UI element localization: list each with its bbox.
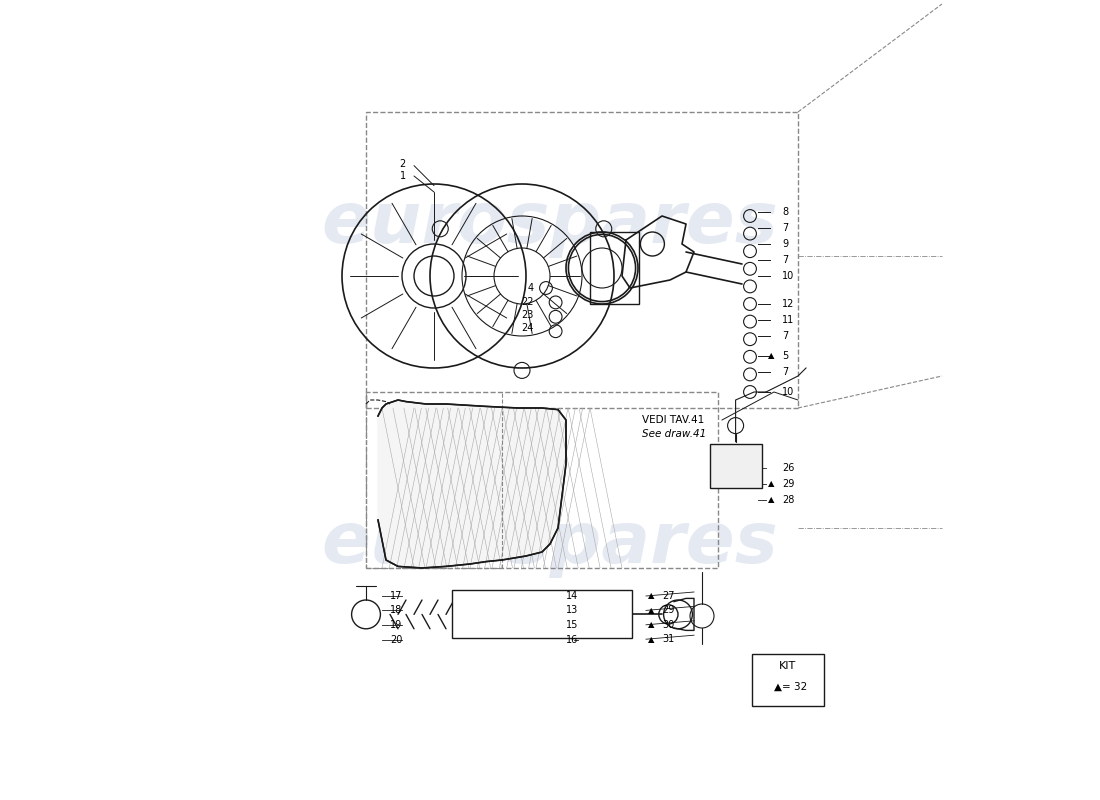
Text: 29: 29 xyxy=(782,479,794,489)
Text: 7: 7 xyxy=(782,367,789,377)
Text: 27: 27 xyxy=(662,591,674,601)
Text: ▲: ▲ xyxy=(648,620,654,630)
Text: 20: 20 xyxy=(390,635,403,645)
Text: 30: 30 xyxy=(662,620,674,630)
Text: 1: 1 xyxy=(400,171,406,181)
Text: 29: 29 xyxy=(662,606,674,615)
FancyBboxPatch shape xyxy=(590,232,639,304)
Text: 10: 10 xyxy=(782,387,794,397)
Bar xyxy=(710,444,762,488)
Text: 9: 9 xyxy=(782,239,788,249)
Text: 4: 4 xyxy=(528,283,534,293)
Text: 19: 19 xyxy=(390,620,403,630)
Text: 14: 14 xyxy=(566,591,579,601)
Text: eurospares: eurospares xyxy=(321,190,779,258)
Text: 13: 13 xyxy=(566,606,579,615)
Text: eurospares: eurospares xyxy=(321,510,779,578)
Text: 18: 18 xyxy=(390,606,403,615)
Text: 7: 7 xyxy=(782,255,789,265)
Text: 23: 23 xyxy=(521,310,534,320)
Text: 16: 16 xyxy=(566,635,579,645)
FancyBboxPatch shape xyxy=(452,590,631,638)
Text: 15: 15 xyxy=(566,620,579,630)
Text: 22: 22 xyxy=(521,298,534,307)
Text: 5: 5 xyxy=(782,351,789,361)
Text: KIT: KIT xyxy=(779,661,796,670)
Text: 28: 28 xyxy=(782,495,794,505)
Text: 26: 26 xyxy=(782,463,794,473)
Text: 2: 2 xyxy=(399,159,406,169)
Text: ▲: ▲ xyxy=(648,606,654,615)
Text: ▲: ▲ xyxy=(768,351,774,361)
Text: 11: 11 xyxy=(782,315,794,325)
Text: 10: 10 xyxy=(782,271,794,281)
Text: 7: 7 xyxy=(782,331,789,341)
Text: ▲= 32: ▲= 32 xyxy=(774,682,807,691)
Text: ▲: ▲ xyxy=(648,591,654,601)
Text: VEDI TAV.41: VEDI TAV.41 xyxy=(642,415,704,425)
Text: 24: 24 xyxy=(521,323,534,333)
Text: ▲: ▲ xyxy=(768,479,774,489)
Text: 17: 17 xyxy=(390,591,403,601)
Text: 12: 12 xyxy=(782,299,794,309)
Text: 31: 31 xyxy=(662,634,674,644)
FancyBboxPatch shape xyxy=(752,654,824,706)
Text: See draw.41: See draw.41 xyxy=(642,430,706,439)
Text: 8: 8 xyxy=(782,207,788,217)
Text: 7: 7 xyxy=(782,223,789,233)
Text: ▲: ▲ xyxy=(648,634,654,644)
Polygon shape xyxy=(378,400,566,568)
Text: ▲: ▲ xyxy=(768,495,774,505)
